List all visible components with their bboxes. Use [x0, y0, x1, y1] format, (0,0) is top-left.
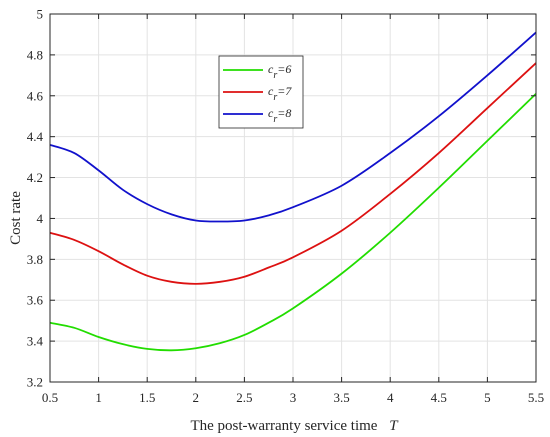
series-line-1	[49, 62, 537, 285]
y-tick-label: 4	[37, 211, 44, 226]
y-tick-label: 3.2	[27, 375, 43, 390]
legend: cr=6cr=7cr=8	[218, 55, 304, 129]
legend-label-value: =6	[277, 62, 291, 76]
x-tick-label: 5.5	[528, 390, 544, 405]
y-tick-label: 4.6	[27, 88, 44, 103]
axis-ticks: 0.5 1 1.5 2 2.5 3 3.5 4 4.5 5 5.5 3.2 3.4 3.6 3.8 4 4.2 4…	[27, 7, 544, 406]
y-tick-label: 5	[37, 7, 44, 22]
y-tick-label: 3.6	[27, 293, 44, 308]
x-tick-label: 2	[193, 390, 200, 405]
series-line-0	[49, 93, 537, 352]
x-tick-label: 1.5	[139, 390, 155, 405]
y-tick-label: 4.4	[27, 129, 44, 144]
x-tick-label: 3.5	[333, 390, 349, 405]
x-tick-label: 5	[484, 390, 491, 405]
y-tick-label: 3.4	[27, 334, 44, 349]
y-axis-label: Cost rate	[8, 191, 24, 245]
x-axis-label-variable: T	[389, 418, 399, 434]
legend-label-subscript: r	[273, 114, 277, 125]
x-tick-label: 4.5	[431, 390, 447, 405]
x-tick-label: 0.5	[42, 390, 58, 405]
x-axis-label: The post-warranty service time T	[190, 418, 399, 434]
x-tick-label: 4	[387, 390, 394, 405]
legend-label-2: cr=8	[268, 106, 291, 125]
x-axis-label-text: The post-warranty service time	[190, 418, 377, 434]
legend-label-0: cr=6	[268, 62, 291, 81]
legend-label-value: =7	[277, 84, 292, 98]
y-tick-label: 4.8	[27, 47, 43, 62]
legend-label-main: c	[268, 62, 274, 76]
x-tick-label: 1	[95, 390, 102, 405]
series-line-2	[49, 31, 537, 223]
x-tick-label: 3	[290, 390, 297, 405]
legend-label-value: =8	[277, 106, 291, 120]
x-tick-label: 2.5	[236, 390, 252, 405]
legend-label-subscript: r	[273, 70, 277, 81]
legend-label-main: c	[268, 106, 274, 120]
y-tick-label: 4.2	[27, 170, 43, 185]
y-tick-label: 3.8	[27, 252, 43, 267]
legend-label-1: cr=7	[268, 84, 292, 103]
legend-label-subscript: r	[273, 92, 277, 103]
series-layer	[49, 31, 537, 352]
legend-label-main: c	[268, 84, 274, 98]
